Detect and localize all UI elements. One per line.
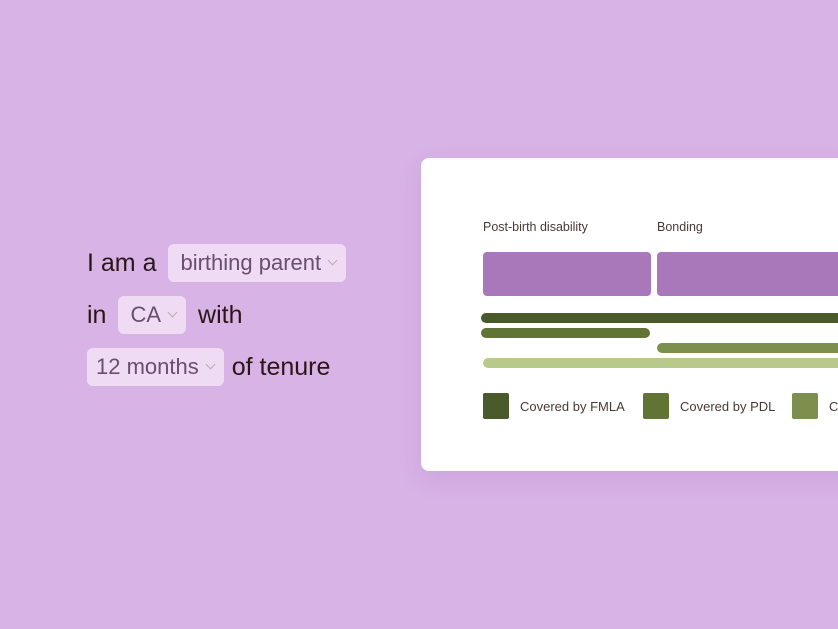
phase-label-post-birth: Post-birth disability	[483, 220, 588, 234]
sentence-line-1: I am a birthing parent	[87, 244, 347, 282]
tenure-select[interactable]: 12 months	[87, 348, 224, 386]
cfra-coverage-bar	[657, 343, 838, 353]
sentence-line-3: 12 months of tenure	[87, 348, 330, 386]
phase-segment-bonding	[657, 252, 838, 296]
sentence-line-2: in CA with	[87, 296, 243, 334]
legend-label: C	[829, 398, 838, 414]
sentence-suffix-2: with	[198, 300, 243, 329]
sentence-prefix-1: I am a	[87, 248, 157, 277]
role-select[interactable]: birthing parent	[168, 244, 347, 282]
role-select-value: birthing parent	[180, 250, 322, 275]
paid-leave-bar	[483, 358, 838, 368]
state-select-value: CA	[130, 302, 162, 327]
legend-swatch-icon	[643, 393, 669, 419]
leave-timeline-card: Post-birth disability Bonding Covered by…	[421, 158, 838, 471]
legend-label: Covered by FMLA	[520, 398, 625, 414]
chevron-down-icon	[327, 255, 338, 266]
sentence-prefix-2: in	[87, 300, 107, 329]
phase-label-bonding: Bonding	[657, 220, 703, 234]
legend-swatch-icon	[483, 393, 509, 419]
fmla-coverage-bar	[481, 313, 838, 323]
tenure-select-value: 12 months	[96, 354, 199, 379]
phase-segment-post-birth	[483, 252, 651, 296]
legend-item-fmla: Covered by FMLA	[483, 393, 625, 419]
legend-item-pdl: Covered by PDL	[643, 393, 775, 419]
legend-swatch-icon	[792, 393, 818, 419]
pdl-coverage-bar	[481, 328, 650, 338]
chevron-down-icon	[205, 359, 216, 370]
legend-item-cfra: C	[792, 393, 838, 419]
sentence-suffix-3: of tenure	[231, 352, 331, 381]
legend-label: Covered by PDL	[680, 398, 776, 414]
chevron-down-icon	[167, 307, 178, 318]
state-select[interactable]: CA	[118, 296, 187, 334]
